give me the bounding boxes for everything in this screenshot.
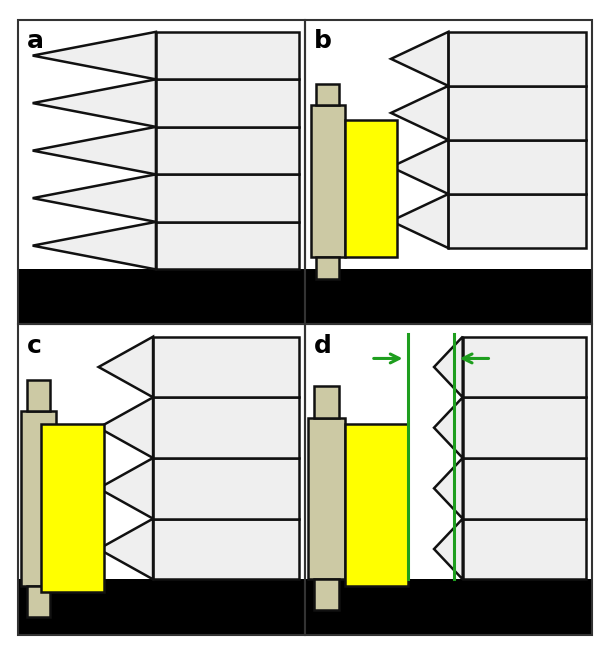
Bar	[156, 32, 300, 79]
Bar	[308, 418, 345, 579]
Bar	[345, 120, 397, 257]
Text: b: b	[314, 29, 331, 53]
Bar	[27, 586, 50, 617]
Bar	[156, 174, 300, 222]
Polygon shape	[434, 398, 462, 458]
Polygon shape	[33, 79, 156, 127]
Bar	[18, 269, 305, 324]
Polygon shape	[391, 32, 448, 86]
Bar	[153, 458, 300, 519]
Polygon shape	[33, 174, 156, 222]
Polygon shape	[391, 194, 448, 248]
Bar	[462, 519, 586, 579]
Bar	[317, 84, 339, 105]
Bar	[317, 257, 339, 278]
Bar	[448, 32, 586, 86]
Text: c: c	[27, 333, 41, 358]
Bar	[156, 79, 300, 127]
Polygon shape	[391, 140, 448, 194]
Polygon shape	[391, 86, 448, 140]
Text: a: a	[27, 29, 44, 53]
Bar	[305, 269, 592, 324]
Bar	[21, 411, 56, 586]
Polygon shape	[99, 458, 153, 519]
Bar	[448, 86, 586, 140]
Bar	[448, 140, 586, 194]
Bar	[153, 398, 300, 458]
Bar	[41, 424, 104, 592]
Polygon shape	[99, 337, 153, 398]
Bar	[314, 579, 339, 610]
Bar	[27, 380, 50, 411]
Bar	[462, 337, 586, 398]
Bar	[448, 194, 586, 248]
Polygon shape	[33, 32, 156, 79]
Bar	[345, 424, 408, 586]
Bar	[153, 337, 300, 398]
Polygon shape	[434, 458, 462, 519]
Polygon shape	[99, 398, 153, 458]
Polygon shape	[33, 127, 156, 174]
Bar	[462, 458, 586, 519]
Bar	[305, 579, 592, 635]
Polygon shape	[434, 519, 462, 579]
Bar	[310, 105, 345, 257]
Bar	[314, 386, 339, 418]
Polygon shape	[434, 337, 462, 398]
Polygon shape	[99, 519, 153, 579]
Bar	[153, 519, 300, 579]
Bar	[462, 398, 586, 458]
Bar	[156, 127, 300, 174]
Bar	[18, 579, 305, 635]
Polygon shape	[33, 222, 156, 269]
Text: d: d	[314, 333, 331, 358]
Bar	[156, 222, 300, 269]
